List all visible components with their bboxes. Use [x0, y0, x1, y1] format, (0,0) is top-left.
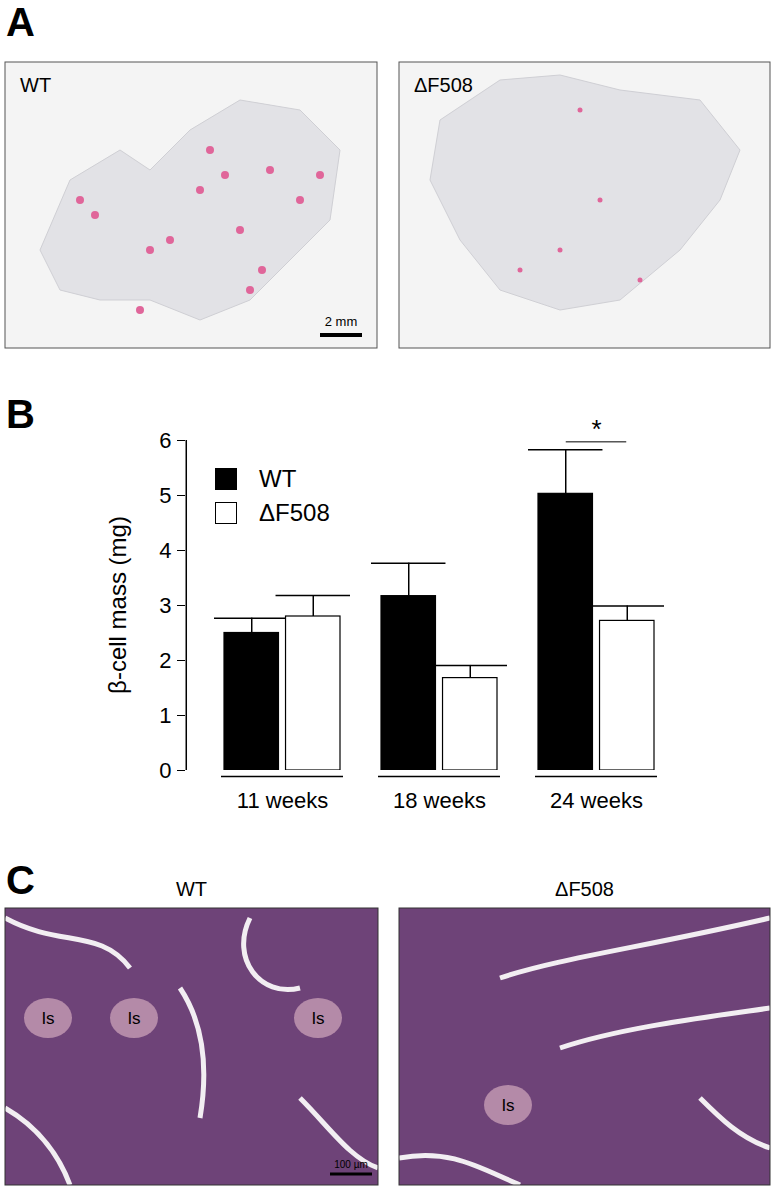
svg-text:11 weeks: 11 weeks — [237, 788, 328, 813]
svg-text:1: 1 — [159, 703, 171, 728]
svg-text:ΔF508: ΔF508 — [414, 74, 473, 96]
html-text:C: C — [6, 858, 35, 902]
svg-text:*: * — [591, 414, 601, 444]
svg-text:3: 3 — [159, 593, 171, 618]
svg-text:6: 6 — [159, 428, 171, 453]
html-text:WT: WT — [259, 465, 297, 492]
svg-text:2: 2 — [159, 648, 171, 673]
svg-text:Is: Is — [311, 1009, 324, 1028]
svg-text:ΔF508: ΔF508 — [555, 878, 614, 900]
html-text:ΔF508: ΔF508 — [259, 499, 330, 526]
svg-text:2 mm: 2 mm — [325, 314, 358, 329]
svg-text:Is: Is — [41, 1009, 54, 1028]
svg-text:Is: Is — [127, 1009, 140, 1028]
svg-text:100 µm: 100 µm — [334, 1159, 368, 1170]
svg-text:WT: WT — [176, 878, 207, 900]
svg-text:Is: Is — [501, 1096, 514, 1115]
svg-text:0: 0 — [159, 758, 171, 783]
svg-text:5: 5 — [159, 483, 171, 508]
html-text:A: A — [6, 0, 35, 44]
svg-text:4: 4 — [159, 538, 171, 563]
svg-text:18 weeks: 18 weeks — [393, 788, 486, 813]
html-text:B: B — [6, 392, 35, 436]
svg-text:24 weeks: 24 weeks — [550, 788, 643, 813]
svg-text:WT: WT — [20, 74, 51, 96]
html-text:β-cell mass (mg): β-cell mass (mg) — [104, 516, 131, 694]
